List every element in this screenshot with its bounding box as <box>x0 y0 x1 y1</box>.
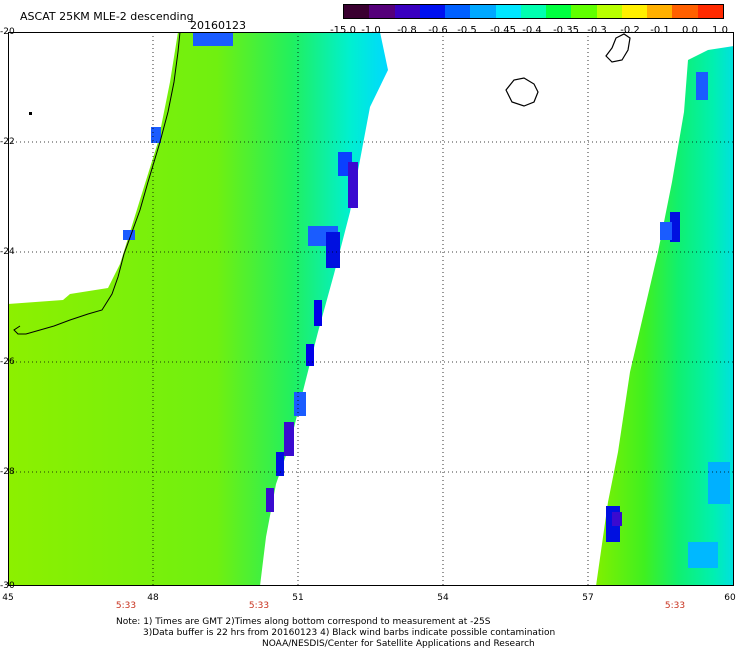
colorbar-label: -0.2 <box>620 25 640 36</box>
colorbar-label: -1.0 <box>361 25 381 36</box>
swath-west <box>8 32 388 586</box>
product-date: 20160123 <box>190 19 246 32</box>
pass-time-label: 5:33 <box>664 601 686 611</box>
colorbar-segment <box>697 5 723 18</box>
longitude-label: 45 <box>2 593 14 603</box>
small-island <box>29 112 32 115</box>
mauritius-island <box>605 33 631 63</box>
madagascar-coastline <box>13 32 181 335</box>
latitude-label: -28 <box>0 467 15 477</box>
plot-border <box>8 32 734 586</box>
pass-time-label: 5:33 <box>115 601 137 611</box>
colorbar-segment <box>394 5 420 18</box>
colorbar-segment <box>672 5 698 18</box>
color-scale-bar <box>343 4 724 19</box>
colorbar-label: -0.35 <box>553 25 579 36</box>
colorbar-segment <box>470 5 496 18</box>
colorbar-segment <box>647 5 673 18</box>
swath-east <box>596 46 734 586</box>
colorbar-label: -15.0 <box>330 25 356 36</box>
product-title: ASCAT 25KM MLE-2 descending <box>20 10 194 23</box>
map-plot-area <box>8 32 734 586</box>
colorbar-label: -0.5 <box>457 25 477 36</box>
colorbar-label: -0.3 <box>587 25 607 36</box>
latitude-label: -30 <box>0 581 15 591</box>
colorbar-label: -0.1 <box>650 25 670 36</box>
colorbar-segment <box>571 5 597 18</box>
longitude-label: 48 <box>147 593 159 603</box>
longitude-label: 57 <box>582 593 594 603</box>
colorbar-label: 0.0 <box>682 25 698 36</box>
colorbar-segment <box>344 5 370 18</box>
colorbar-segment <box>445 5 471 18</box>
colorbar-segment <box>495 5 521 18</box>
latitude-label: -26 <box>0 357 15 367</box>
footer-credit: NOAA/NESDIS/Center for Satellite Applica… <box>262 639 535 649</box>
colorbar-segment <box>546 5 572 18</box>
colorbar-label: 1.0 <box>712 25 728 36</box>
footer-note-line1: Note: 1) Times are GMT 2)Times along bot… <box>116 617 491 627</box>
low-value-pixels <box>123 32 730 568</box>
longitude-label: 60 <box>724 593 736 603</box>
footer-note-line2: 3)Data buffer is 22 hrs from 20160123 4)… <box>143 628 556 638</box>
colorbar-segment <box>621 5 648 18</box>
pass-time-label: 5:33 <box>248 601 270 611</box>
colorbar-segment <box>419 5 446 18</box>
reunion-island <box>505 77 539 107</box>
colorbar-segment <box>596 5 622 18</box>
colorbar-segment <box>369 5 395 18</box>
colorbar-label: -0.4 <box>522 25 542 36</box>
colorbar-label: -0.8 <box>397 25 417 36</box>
longitude-label: 54 <box>437 593 449 603</box>
lat-lon-grid <box>8 32 734 586</box>
colorbar-segment <box>520 5 547 18</box>
colorbar-label: -0.45 <box>490 25 516 36</box>
longitude-label: 51 <box>292 593 304 603</box>
latitude-label: -24 <box>0 247 15 257</box>
latitude-label: -22 <box>0 137 15 147</box>
latitude-label: -20 <box>0 27 15 37</box>
colorbar-label: -0.6 <box>428 25 448 36</box>
